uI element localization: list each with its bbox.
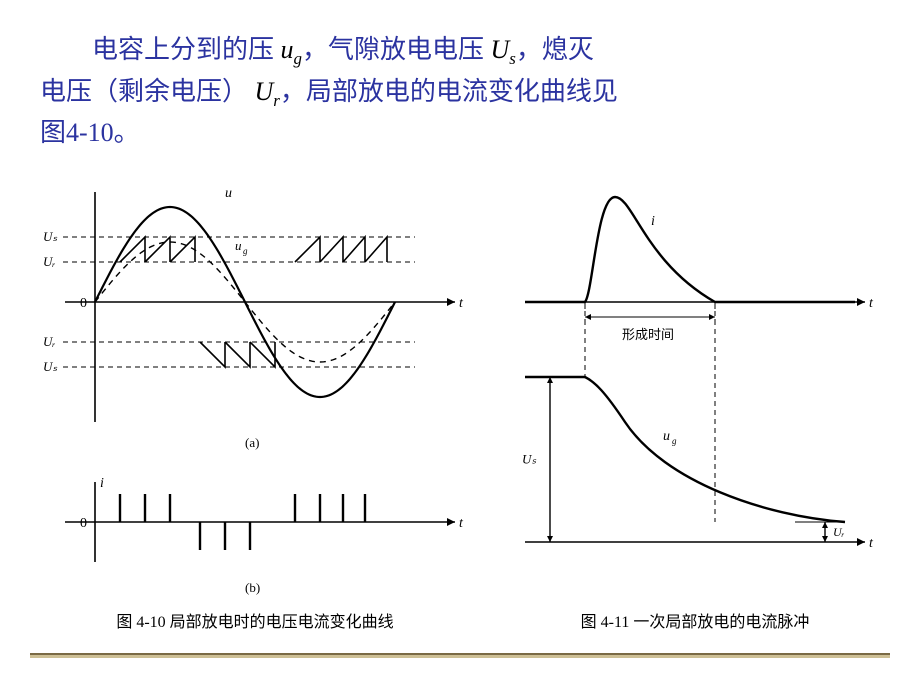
text-3: 图4-10。 (40, 118, 140, 147)
svg-text:Uₛ: Uₛ (43, 359, 57, 374)
svg-text:Uᵣ: Uᵣ (43, 334, 56, 349)
fig411-caption: 图 4-11 一次局部放电的电流脉冲 (581, 608, 810, 632)
figure-4-10: 0tUₛUᵣUᵣUₛuug(a)0ti(b) 图 4-10 局部放电时的电压电流… (35, 162, 475, 632)
symbol-ug: ug (281, 35, 302, 64)
svg-text:Uₛ: Uₛ (43, 229, 57, 244)
svg-text:u: u (235, 238, 242, 253)
text-2a: 电压（剩余电压） (40, 77, 248, 106)
svg-text:u: u (663, 429, 670, 444)
svg-text:形成时间: 形成时间 (622, 327, 674, 342)
svg-text:(a): (a) (245, 435, 259, 450)
svg-text:Uᵣ: Uᵣ (43, 254, 56, 269)
svg-text:t: t (869, 536, 874, 551)
paragraph: 电容上分到的压 ug，气隙放电电压 Us，熄灭 电压（剩余电压） Ur，局部放电… (0, 0, 920, 162)
text-1b: ，气隙放电电压 (302, 35, 484, 64)
text-1c: ，熄灭 (516, 35, 594, 64)
svg-text:Uᵣ: Uᵣ (833, 525, 845, 539)
svg-text:0: 0 (80, 296, 87, 311)
footer-rule (30, 653, 890, 658)
svg-text:Uₛ: Uₛ (522, 452, 536, 467)
svg-text:g: g (672, 436, 677, 446)
svg-text:g: g (243, 246, 248, 256)
fig411-svg: t i 形成时间 t ug Uₛ Uᵣ (505, 162, 885, 602)
svg-text:t: t (869, 296, 874, 311)
figure-4-11: t i 形成时间 t ug Uₛ Uᵣ 图 4-11 一次局部放电的电流脉冲 (505, 162, 885, 632)
text-2b: ，局部放电的电流变化曲线见 (280, 77, 618, 106)
symbol-Ur: Ur (255, 77, 280, 106)
svg-text:i: i (651, 214, 655, 229)
text-1a: 电容上分到的压 (92, 35, 274, 64)
svg-text:u: u (225, 186, 232, 201)
svg-text:t: t (459, 516, 464, 531)
svg-text:i: i (100, 476, 104, 491)
fig410-svg: 0tUₛUᵣUᵣUₛuug(a)0ti(b) (35, 162, 475, 602)
fig410-caption: 图 4-10 局部放电时的电压电流变化曲线 (116, 608, 393, 632)
svg-text:t: t (459, 296, 464, 311)
svg-text:0: 0 (80, 516, 87, 531)
symbol-Us: Us (490, 35, 515, 64)
svg-text:(b): (b) (245, 580, 260, 595)
